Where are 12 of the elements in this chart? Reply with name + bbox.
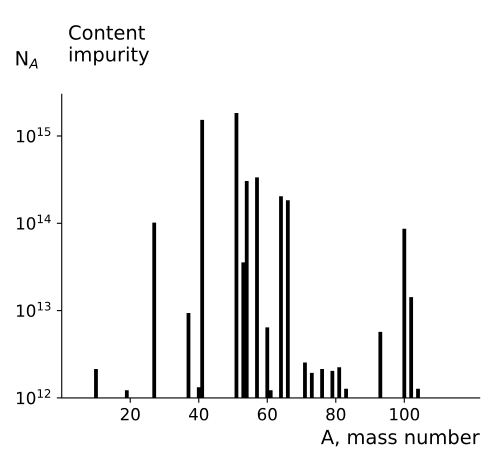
x-tick-label: 100: [390, 408, 420, 421]
x-axis-title: A, mass number: [320, 429, 480, 446]
y-tick-label: 10$^{12}$: [16, 389, 50, 404]
x-tick-label: 40: [188, 408, 208, 421]
x-tick-label: 20: [120, 408, 140, 421]
x-tick-label: 80: [326, 408, 346, 421]
y-tick-label: 10$^{15}$: [16, 127, 50, 142]
y-axis-title: N$_{A}$: [16, 51, 38, 69]
y-tick-label: 10$^{14}$: [16, 214, 51, 230]
y-tick-label: 10$^{13}$: [16, 302, 50, 318]
x-tick-label: 60: [258, 408, 277, 421]
text: Content impurity: [69, 25, 149, 66]
